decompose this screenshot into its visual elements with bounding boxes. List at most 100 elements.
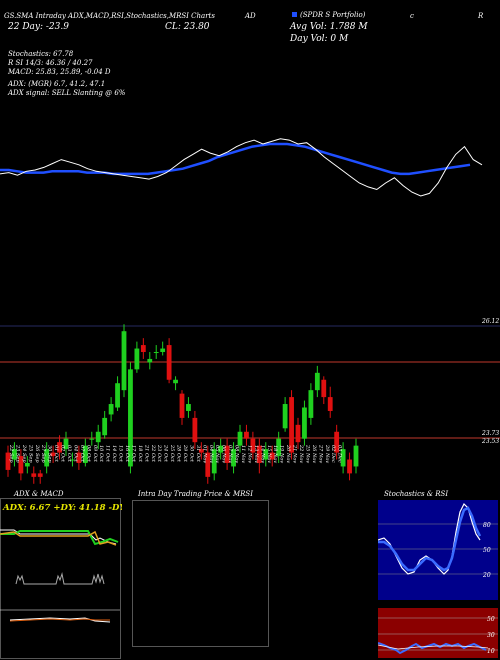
date-label: 27 Nov — [317, 444, 323, 463]
stoch-d-line — [378, 506, 482, 572]
right-label-top: 26.12 — [481, 318, 499, 325]
candle-body — [70, 459, 75, 461]
date-label: 25 Nov — [304, 444, 310, 463]
candle-body — [24, 462, 30, 467]
date-label: 25 Sep — [27, 444, 33, 463]
candle-body — [192, 417, 198, 443]
date-label: 19 Nov — [279, 445, 285, 463]
date-label: 07 Oct — [79, 445, 85, 463]
candle-body — [18, 456, 24, 474]
date-label: 26 Sep — [34, 444, 40, 463]
date-label: 14 Oct — [111, 445, 117, 463]
date-label: 08 Nov — [234, 445, 240, 463]
date-label: 21 Oct — [143, 444, 149, 463]
rsi-value: R SI 14/3: 46.36 / 40.27 — [8, 59, 93, 67]
plus-di-line — [0, 530, 119, 546]
date-label: 04 Oct — [72, 445, 78, 463]
date-label: 30 Sep — [47, 445, 53, 463]
candle-body — [12, 449, 17, 460]
candle-body — [205, 452, 211, 477]
date-label: 13 Nov — [253, 445, 259, 463]
candle-body — [211, 449, 217, 474]
candle-body — [102, 417, 108, 436]
chart-title: GS.SMA Intraday ADX,MACD,RSI,Stochastics… — [4, 12, 215, 20]
candle-body — [160, 348, 166, 353]
stoch-panel-title: Stochastics & RSI — [384, 490, 449, 498]
candle-body — [353, 445, 359, 467]
date-label: 24 Sep — [21, 444, 27, 463]
stoch-mrsi-panel: 80 50 20 50 30 10 — [378, 500, 498, 658]
day-volume: Day Vol: 0 M — [290, 34, 349, 44]
avg-volume: Avg Vol: 1.788 M — [290, 22, 368, 32]
candle-body — [140, 345, 146, 353]
moving-average-line — [0, 142, 471, 176]
date-label: 04 Nov — [208, 445, 214, 463]
intraday-panel-title: Intra Day Trading Price & MRSI — [138, 490, 253, 498]
date-label: 10 Oct — [98, 445, 104, 463]
candle-body — [95, 431, 101, 443]
date-label: 17 Oct — [130, 445, 136, 463]
date-label: 28 Oct — [176, 444, 182, 463]
stoch-tick-20: 20 — [482, 572, 491, 579]
candle-body — [89, 438, 95, 440]
stoch-k-line — [378, 502, 481, 575]
stoch-tick-50: 50 — [483, 547, 491, 554]
date-label: 11 Nov — [240, 445, 246, 463]
candle-body — [295, 424, 301, 443]
date-label: 11 Oct — [105, 445, 111, 463]
candle-body — [179, 393, 185, 418]
date-label: 20 Nov — [285, 444, 291, 463]
macd-signal-line — [9, 618, 110, 622]
date-label: 12 Nov — [246, 445, 252, 463]
candle-body — [276, 438, 282, 457]
legend-swatch — [292, 12, 297, 17]
date-label: 15 Oct — [118, 445, 124, 463]
date-label: 06 Nov — [221, 445, 227, 463]
adx-values: ADX: 6.67 +DY: 41.18 -DY: 47.06 — [2, 503, 122, 513]
candle-body — [231, 449, 236, 467]
candle-body — [63, 438, 69, 450]
date-label: 03 Oct — [66, 445, 72, 463]
candle-body — [128, 369, 133, 467]
date-label: 01 Nov — [201, 445, 207, 463]
date-label: 08 Oct — [85, 445, 91, 463]
mrsi-tick-50: 50 — [487, 616, 495, 623]
candle-body — [314, 372, 320, 391]
candle-body — [5, 452, 11, 470]
macd-value: MACD: 25.83, 25.89, -0.04 D — [8, 68, 111, 76]
date-label: 22 Oct — [150, 444, 156, 463]
candle-body — [76, 452, 82, 463]
candle-body — [237, 431, 243, 446]
candle-body — [289, 397, 294, 453]
candle-body — [186, 404, 191, 411]
price-line — [0, 138, 483, 197]
candle-body — [153, 352, 159, 354]
r-label: R — [478, 12, 484, 20]
date-label: 02 Oct — [60, 445, 66, 463]
date-label: 18 Oct — [137, 445, 143, 463]
candle-body — [218, 445, 224, 453]
date-label: 03 Dec — [337, 445, 343, 463]
date-label: 14 Nov — [259, 445, 265, 463]
candle-body — [263, 449, 269, 460]
date-label: 29 Oct — [182, 444, 188, 463]
candle-body — [269, 452, 275, 460]
ad-label: AD — [245, 12, 256, 20]
date-label: 22 Sep — [8, 444, 14, 463]
candle-body — [244, 431, 249, 439]
adx-value: ADX: (MGR) 6.7, 41.2, 47.1 — [8, 80, 106, 88]
right-label-bottom: 23.73 — [481, 430, 499, 437]
date-label: 15 Nov — [266, 445, 272, 463]
date-label: 26 Nov — [311, 444, 317, 463]
adx-macd-panel: ADX: 6.67 +DY: 41.18 -DY: 47.06 — [0, 498, 122, 659]
candle-body — [334, 431, 340, 453]
adx-panel-title: ADX & MACD — [14, 490, 64, 498]
stoch-panel-bg — [378, 500, 498, 600]
candle-body — [224, 445, 230, 463]
candle-body — [340, 449, 346, 467]
date-label: 02 Dec — [330, 445, 336, 463]
candle-body — [57, 442, 62, 453]
intraday-panel-frame — [132, 500, 269, 647]
candle-body — [121, 331, 127, 391]
